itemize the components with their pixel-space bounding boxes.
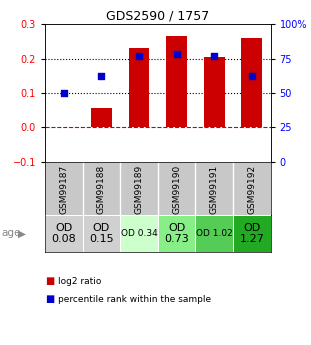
Text: ▶: ▶ [18, 228, 26, 238]
Text: OD
1.27: OD 1.27 [239, 223, 264, 244]
Bar [204, 57, 225, 127]
Bar [120, 215, 158, 252]
Bar [91, 108, 112, 127]
Point [174, 52, 179, 57]
Text: OD 0.34: OD 0.34 [121, 229, 157, 238]
Point [249, 74, 254, 79]
Text: GSM99191: GSM99191 [210, 165, 219, 214]
Bar [166, 36, 187, 127]
Bar [83, 215, 120, 252]
Text: percentile rank within the sample: percentile rank within the sample [58, 295, 211, 304]
Text: OD
0.15: OD 0.15 [89, 223, 114, 244]
Text: OD
0.73: OD 0.73 [164, 223, 189, 244]
Text: log2 ratio: log2 ratio [58, 277, 101, 286]
Text: ■: ■ [45, 294, 54, 304]
Point [61, 90, 66, 96]
Text: GSM99189: GSM99189 [135, 165, 144, 214]
Text: GSM99188: GSM99188 [97, 165, 106, 214]
Title: GDS2590 / 1757: GDS2590 / 1757 [106, 10, 209, 23]
Point [212, 53, 217, 59]
Point [99, 74, 104, 79]
Bar [241, 38, 262, 127]
Bar [195, 215, 233, 252]
Text: OD 1.02: OD 1.02 [196, 229, 233, 238]
Text: age: age [2, 228, 21, 238]
Bar [129, 48, 149, 127]
Bar [233, 215, 271, 252]
Bar [45, 215, 83, 252]
Text: GSM99187: GSM99187 [59, 165, 68, 214]
Text: OD
0.08: OD 0.08 [52, 223, 76, 244]
Text: GSM99190: GSM99190 [172, 165, 181, 214]
Point [137, 53, 142, 59]
Text: ■: ■ [45, 276, 54, 286]
Bar [158, 215, 195, 252]
Text: GSM99192: GSM99192 [247, 165, 256, 214]
